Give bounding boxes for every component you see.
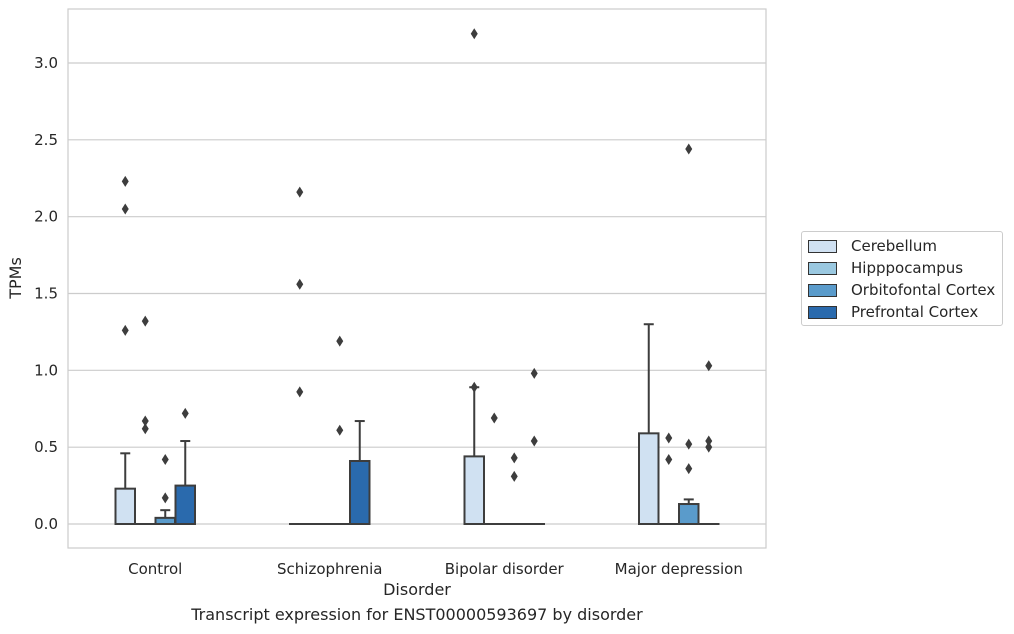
outlier-point — [121, 175, 129, 187]
y-tick-label: 1.5 — [34, 285, 58, 303]
legend-label-orbitofrontal: Orbitofontal Cortex — [851, 281, 996, 299]
outlier-point — [141, 415, 149, 427]
x-tick-labels: Control Schizophrenia Bipolar disorder Majo… — [128, 560, 743, 578]
outlier-point — [121, 203, 129, 215]
y-tick-labels: 0.0 0.5 1.0 1.5 2.0 2.5 3.0 — [34, 54, 58, 533]
legend-item-prefrontal: Prefrontal Cortex — [808, 302, 978, 322]
legend-label-prefrontal: Prefrontal Cortex — [851, 303, 979, 321]
outlier-point — [161, 492, 169, 504]
legend-swatch-hippocampus — [808, 261, 837, 275]
outlier-point — [685, 463, 693, 475]
box-group — [289, 186, 311, 526]
y-tick-label: 2.5 — [34, 131, 58, 149]
x-tick-label: Control — [128, 560, 182, 578]
y-tick-label: 2.0 — [34, 208, 58, 226]
outlier-point — [490, 412, 498, 424]
outlier-point — [530, 435, 538, 447]
x-tick-label: Bipolar disorder — [445, 560, 565, 578]
outlier-point — [685, 438, 693, 450]
x-tick-label: Major depression — [615, 560, 743, 578]
box-group — [523, 367, 545, 526]
box-group — [154, 453, 176, 525]
legend-item-orbitofrontal: Orbitofontal Cortex — [808, 280, 995, 300]
legend-label-cerebellum: Cerebellum — [851, 237, 937, 255]
outlier-point — [121, 324, 129, 336]
legend-swatch-cerebellum — [808, 239, 837, 253]
box — [349, 459, 371, 526]
box — [174, 484, 196, 526]
y-tick-label: 0.5 — [34, 438, 58, 456]
legend-swatch-prefrontal — [808, 305, 837, 319]
box — [638, 432, 660, 525]
y-tick-label: 3.0 — [34, 54, 58, 72]
outlier-point — [296, 278, 304, 290]
outlier-point — [685, 143, 693, 155]
box — [463, 455, 485, 525]
figure-caption: Transcript expression for ENST0000059369… — [191, 605, 643, 624]
grid-lines — [68, 62, 766, 525]
legend: Cerebellum Hipppocampus Orbitofontal Cor… — [801, 231, 1003, 326]
box-group — [329, 335, 351, 526]
outlier-point — [705, 435, 713, 447]
box-series — [114, 28, 720, 526]
box-group — [658, 432, 680, 526]
box-group — [463, 28, 485, 525]
outlier-point — [141, 423, 149, 435]
x-tick-label: Schizophrenia — [277, 560, 382, 578]
box-group — [349, 420, 371, 526]
y-tick-label: 1.0 — [34, 361, 58, 379]
outlier-point — [530, 367, 538, 379]
box-group — [114, 175, 136, 526]
box-group — [483, 412, 505, 526]
outlier-point — [336, 424, 344, 436]
plot-frame — [67, 8, 767, 549]
outlier-point — [510, 452, 518, 464]
outlier-point — [181, 407, 189, 419]
box-group — [134, 315, 156, 526]
legend-item-cerebellum: Cerebellum — [808, 236, 937, 256]
outlier-point — [336, 335, 344, 347]
outlier-point — [665, 453, 673, 465]
outlier-point — [161, 453, 169, 465]
legend-item-hippocampus: Hipppocampus — [808, 258, 963, 278]
box-group — [678, 143, 700, 526]
box-group — [174, 407, 196, 526]
outlier-point — [665, 432, 673, 444]
box-group — [503, 452, 525, 526]
outlier-point — [705, 360, 713, 372]
box — [678, 503, 700, 526]
legend-swatch-orbitofrontal — [808, 283, 837, 297]
x-axis-label: Disorder — [383, 580, 451, 599]
outlier-point — [510, 470, 518, 482]
outlier-point — [470, 28, 478, 40]
box-group — [638, 323, 660, 525]
y-tick-label: 0.0 — [34, 515, 58, 533]
box-group — [698, 360, 720, 526]
outlier-point — [141, 315, 149, 327]
legend-label-hippocampus: Hipppocampus — [851, 259, 964, 277]
outlier-point — [296, 186, 304, 198]
y-axis-label: TPMs — [6, 257, 25, 300]
outlier-point — [470, 381, 478, 393]
box — [114, 487, 136, 526]
outlier-point — [705, 441, 713, 453]
outlier-point — [296, 386, 304, 398]
